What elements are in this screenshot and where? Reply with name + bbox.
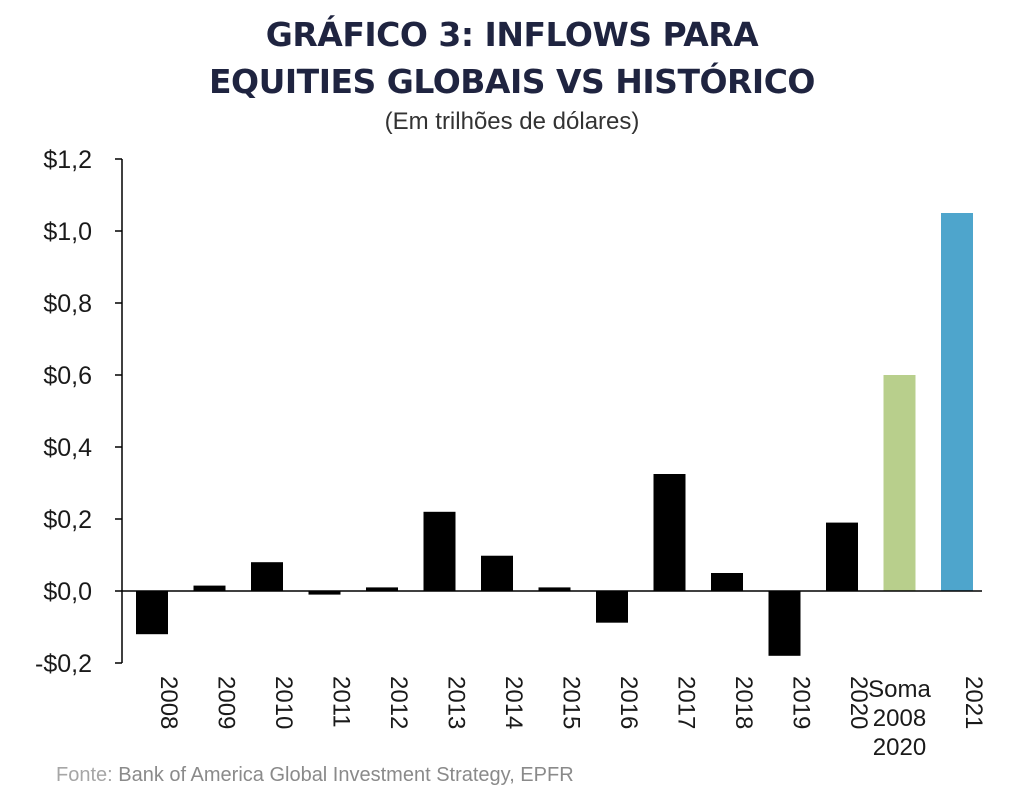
chart-title-line-2: EQUITIES GLOBAIS VS HISTÓRICO bbox=[209, 62, 815, 101]
y-tick-label: $0,6 bbox=[43, 362, 92, 390]
bar-2008 bbox=[136, 591, 168, 635]
x-tick-label-2019: 2019 bbox=[788, 676, 815, 729]
x-tick-label-soma-2008-2020-line: Soma bbox=[868, 676, 931, 703]
x-tick-label-2016: 2016 bbox=[615, 676, 642, 729]
bar-2014 bbox=[481, 555, 513, 591]
chart-subtitle: (Em trilhões de dólares) bbox=[384, 108, 640, 135]
x-tick-label-2017: 2017 bbox=[673, 676, 700, 729]
bar-soma-2008-2020 bbox=[883, 375, 916, 591]
bar-2013 bbox=[423, 511, 456, 591]
x-tick-label-2010: 2010 bbox=[270, 676, 297, 729]
x-tick-label-soma-2008-2020-line: 2020 bbox=[873, 734, 926, 761]
x-tick-label-2009: 2009 bbox=[213, 676, 240, 729]
x-tick-label-2015: 2015 bbox=[558, 676, 585, 729]
x-tick-label-soma-2008-2020-line: 2008 bbox=[873, 705, 926, 732]
y-tick-label: $0,2 bbox=[43, 506, 92, 534]
bar-2010 bbox=[251, 562, 283, 591]
bar-2021 bbox=[941, 213, 973, 591]
bars bbox=[136, 213, 973, 656]
y-tick-label: -$0,2 bbox=[35, 650, 92, 678]
y-tick-label: $0,8 bbox=[43, 290, 92, 318]
bar-2020 bbox=[826, 522, 858, 591]
x-tick-label-2020: 2020 bbox=[845, 676, 872, 729]
x-tick-label-2014: 2014 bbox=[500, 676, 527, 729]
y-axis: $1,2 $1,0 $0,8 $0,6 $0,4 $0,2 $0,0 -$0,2 bbox=[35, 146, 123, 678]
bar-2011 bbox=[308, 591, 341, 595]
x-tick-label-2012: 2012 bbox=[385, 676, 412, 729]
x-tick-label-2008: 2008 bbox=[155, 676, 182, 729]
y-tick-label: $0,0 bbox=[43, 578, 92, 606]
y-tick-label: $1,2 bbox=[43, 146, 92, 174]
bar-2012 bbox=[366, 587, 398, 591]
bar-2009 bbox=[193, 585, 226, 591]
bar-2017 bbox=[653, 474, 686, 591]
chart-title-line-1: GRÁFICO 3: INFLOWS PARA bbox=[265, 15, 759, 54]
bar-2016 bbox=[596, 591, 628, 623]
x-tick-labels: 2008 2009 2010 2011 2012 2013 2014 2015 2016 2017… bbox=[155, 676, 987, 761]
bar-2019 bbox=[768, 591, 801, 656]
source-text: Bank of America Global Investment Strate… bbox=[112, 764, 574, 786]
bar-2018 bbox=[711, 573, 743, 591]
x-tick-label-2013: 2013 bbox=[443, 676, 470, 729]
source-lead: Fonte: bbox=[56, 764, 113, 786]
x-tick-label-2021: 2021 bbox=[960, 676, 987, 729]
x-tick-label-2018: 2018 bbox=[730, 676, 757, 729]
x-tick-label-soma-2008-2020: Soma 2008 2020 bbox=[868, 676, 931, 761]
x-tick-label-2011: 2011 bbox=[328, 676, 355, 728]
y-tick-label: $1,0 bbox=[43, 218, 92, 246]
source-note: Fonte: Bank of America Global Investment… bbox=[56, 764, 574, 787]
bar-2015 bbox=[538, 587, 571, 591]
y-tick-label: $0,4 bbox=[43, 434, 92, 462]
